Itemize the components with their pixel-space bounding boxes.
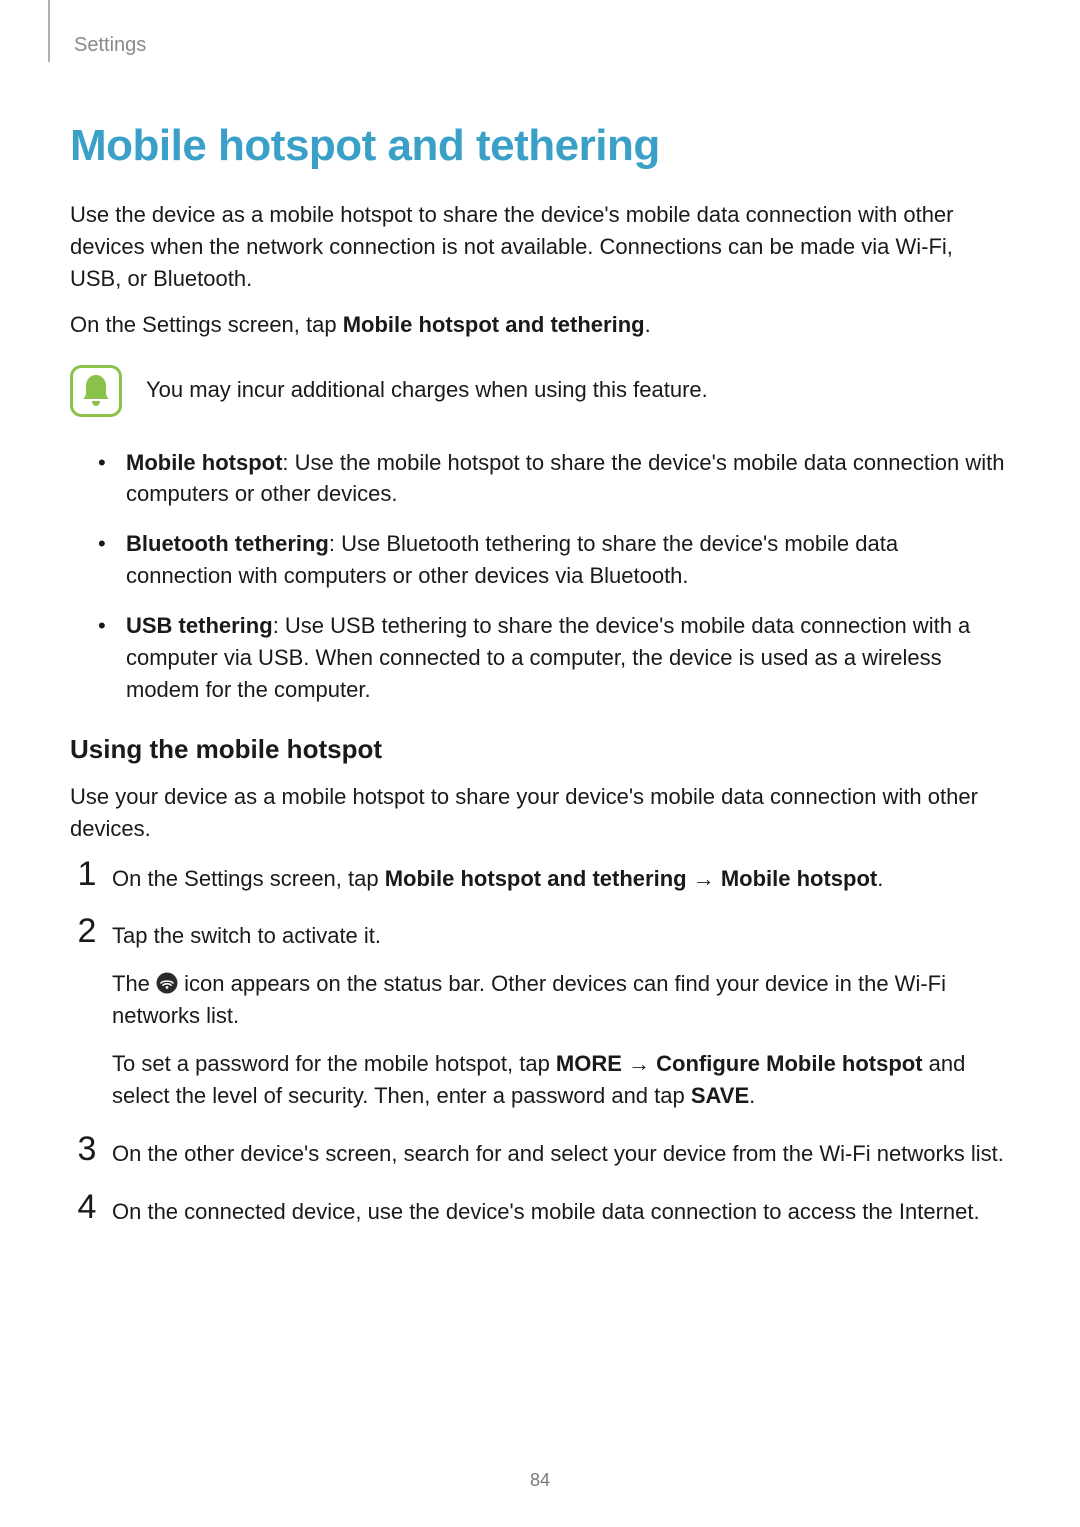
step1-arrow: → [687,866,721,891]
bullet-label: Mobile hotspot [126,450,282,475]
step-body: On the connected device, use the device'… [112,1196,1010,1228]
tap-instruction: On the Settings screen, tap Mobile hotsp… [70,309,1010,341]
list-item: USB tethering: Use USB tethering to shar… [70,610,1010,706]
steps-list: 1 On the Settings screen, tap Mobile hot… [70,863,1010,1228]
header-rule [48,0,50,62]
step-1: 1 On the Settings screen, tap Mobile hot… [70,863,1010,895]
bullet-label: USB tethering [126,613,273,638]
step1-prefix: On the Settings screen, tap [112,866,385,891]
step-number: 3 [70,1130,104,1169]
step3-text: On the other device's screen, search for… [112,1138,1010,1170]
feature-list: Mobile hotspot: Use the mobile hotspot t… [70,447,1010,706]
step4-text: On the connected device, use the device'… [112,1196,1010,1228]
bell-icon [70,365,122,417]
step1-suffix: . [877,866,883,891]
manual-page: Settings Mobile hotspot and tethering Us… [0,0,1080,1527]
intro-paragraph: Use the device as a mobile hotspot to sh… [70,199,1010,295]
step-body: Tap the switch to activate it. The icon … [112,920,1010,1111]
sub-intro: Use your device as a mobile hotspot to s… [70,781,1010,845]
step-number: 1 [70,855,104,894]
tap-prefix: On the Settings screen, tap [70,312,343,337]
step2-line2: The icon appears on the status bar. Othe… [112,968,1010,1032]
step1-bold2: Mobile hotspot [721,866,877,891]
sub-heading: Using the mobile hotspot [70,734,1010,765]
page-number: 84 [0,1470,1080,1491]
step-body: On the Settings screen, tap Mobile hotsp… [112,863,1010,895]
hotspot-icon [156,971,178,993]
list-item: Mobile hotspot: Use the mobile hotspot t… [70,447,1010,511]
step-4: 4 On the connected device, use the devic… [70,1196,1010,1228]
step-number: 4 [70,1188,104,1227]
step-2: 2 Tap the switch to activate it. The ico… [70,920,1010,1111]
step2-line1: Tap the switch to activate it. [112,920,1010,952]
step-3: 3 On the other device's screen, search f… [70,1138,1010,1170]
step-number: 2 [70,912,104,951]
list-item: Bluetooth tethering: Use Bluetooth tethe… [70,528,1010,592]
bullet-label: Bluetooth tethering [126,531,329,556]
breadcrumb: Settings [74,34,1010,57]
tap-suffix: . [645,312,651,337]
step2-line3: To set a password for the mobile hotspot… [112,1048,1010,1112]
page-title: Mobile hotspot and tethering [70,121,1010,171]
step1-bold1: Mobile hotspot and tethering [385,866,687,891]
note-text: You may incur additional charges when us… [146,375,708,406]
tap-bold: Mobile hotspot and tethering [343,312,645,337]
step-body: On the other device's screen, search for… [112,1138,1010,1170]
note-callout: You may incur additional charges when us… [70,365,1010,417]
